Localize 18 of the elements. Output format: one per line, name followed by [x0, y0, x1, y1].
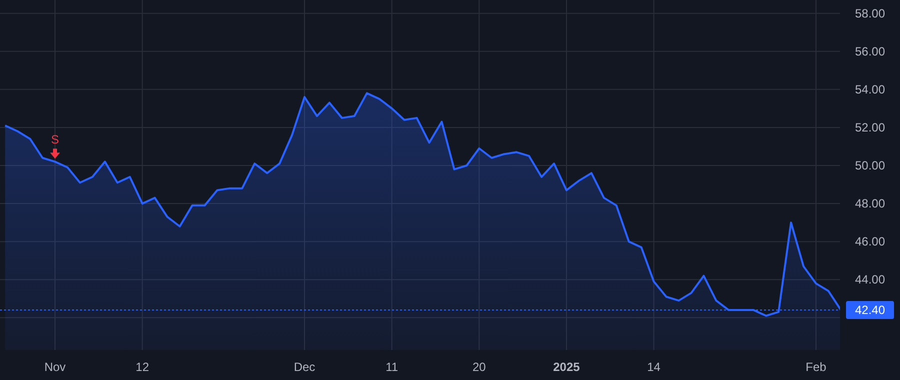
x-tick-label: 20	[472, 360, 486, 374]
x-tick-label: 12	[136, 360, 150, 374]
y-tick-label: 46.00	[854, 234, 886, 249]
x-tick-label: 14	[647, 360, 661, 374]
y-tick-label: 56.00	[854, 44, 886, 58]
y-tick-label: 50.00	[854, 158, 886, 172]
y-tick-label: 44.00	[854, 272, 886, 287]
y-tick-label: 48.00	[854, 196, 886, 211]
x-tick-label: Nov	[44, 360, 66, 374]
annotation: S	[50, 132, 60, 147]
y-tick-label: 52.00	[854, 120, 886, 134]
x-tick-label: Feb	[806, 360, 827, 374]
ref-line-label: 42.40	[854, 303, 886, 318]
x-tick-label: 11	[386, 360, 398, 374]
x-tick-label: Dec	[294, 360, 316, 374]
y-tick-label: 54.00	[854, 82, 886, 96]
y-tick-label: 58.00	[854, 6, 886, 20]
x-tick-label: 2025	[553, 360, 580, 374]
